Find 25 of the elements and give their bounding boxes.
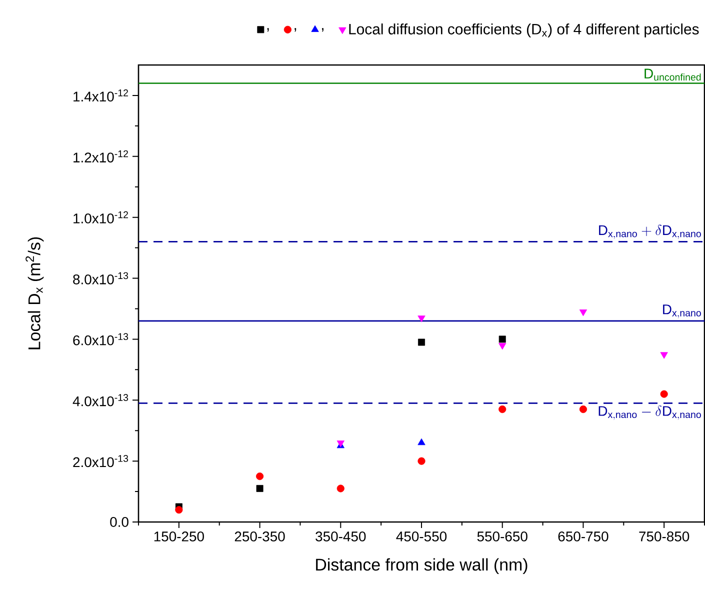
x-tick-label: 150-250 [154,532,204,542]
y-tick-label: 6.0x10$^{-13}$ [73,333,128,346]
y-tick-label: 1.0x10$^{-12}$ [74,211,128,224]
legend-label: , [267,28,269,32]
legend-label: , [322,28,324,32]
legend-label: , [294,28,296,32]
ref-line-label: $\mathrm{D}_{\mathrm{x,nano}}+\delta\mathrm{D}_{\mathrm{x,nano}}$ [599,224,701,240]
y-tick-label: 0.0 [110,517,128,527]
x-tick-label: 650-750 [558,532,608,542]
y-tick-label: 4.0x10$^{-13}$ [72,394,128,406]
x-axis-title: Distance from side wall (nm) [316,558,528,574]
legend-label: Local diffusion coefficients (D$_{x}$) of 4 different particles [349,23,699,38]
y-tick-label: 2.0x10$^{-13}$ [73,454,128,468]
ref-line-label: $\mathrm{D}_{\mathrm{x,nano}}$ [663,304,701,318]
x-tick-label: 450-550 [396,532,447,542]
x-tick-label: 250-350 [234,532,285,542]
y-tick-label: 8.0x10$^{-13}$ [73,272,128,284]
y-axis-title: Local D$_{x}$ (m$^{2}$/s) [26,237,44,350]
y-tick-label: 1.4x10$^{-12}$ [74,89,128,102]
x-tick-label: 550-650 [477,532,528,542]
ref-line-label: $\mathrm{D}_{\mathrm{unconfined}}$ [644,68,701,81]
ref-line-label: $\mathrm{D}_{\mathrm{x,nano}}-\delta\mathrm{D}_{\mathrm{x,nano}}$ [598,406,701,420]
x-tick-label: 750-850 [639,532,690,542]
y-tick-label: 1.2x10$^{-12}$ [74,150,128,162]
x-tick-label: 350-450 [316,532,366,542]
